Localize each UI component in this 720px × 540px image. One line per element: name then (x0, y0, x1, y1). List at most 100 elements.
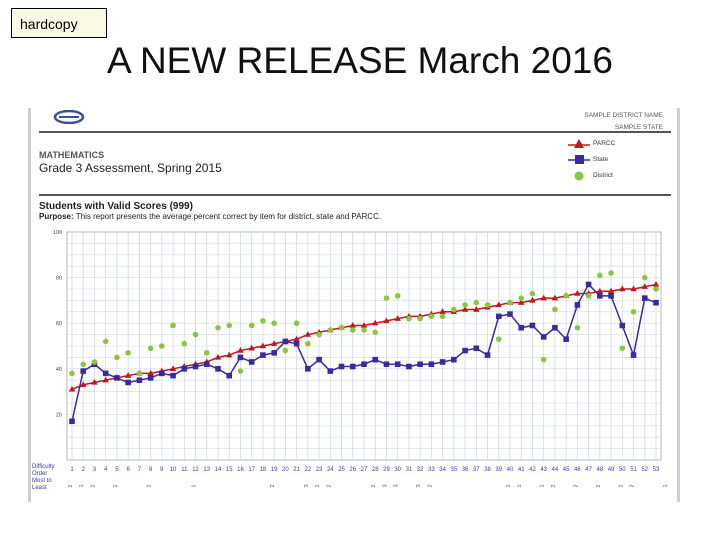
x-sublabel: 2 (573, 484, 579, 487)
purpose-label: Purpose: (39, 212, 74, 221)
data-point-parcc (652, 280, 660, 287)
x-tick-label: 28 (372, 467, 379, 473)
data-point-state (215, 366, 221, 372)
data-point-district (585, 293, 592, 299)
legend-label-district: District (593, 172, 613, 179)
data-point-parcc (259, 342, 267, 349)
data-point-state (641, 295, 648, 301)
data-point-state (181, 366, 188, 372)
slide-title: A NEW RELEASE March 2016 (107, 40, 613, 81)
legend-item-district: District (567, 170, 657, 186)
data-point-district (439, 313, 446, 320)
data-point-parcc (439, 308, 446, 314)
data-point-parcc (540, 294, 547, 301)
x-sublabel: 1 (79, 484, 85, 487)
data-point-state (552, 324, 558, 331)
x-tick-label: 27 (361, 467, 368, 473)
x-sublabel: 2 (90, 484, 96, 487)
y-tick-label: 20 (56, 412, 62, 418)
x-tick-label: 7 (138, 467, 142, 473)
axis-note-line: Order (32, 471, 48, 477)
data-point-district (462, 302, 468, 308)
data-point-district (203, 350, 210, 356)
y-tick-label: 60 (56, 321, 62, 327)
data-point-district (361, 327, 367, 333)
x-tick-label: 37 (473, 467, 480, 473)
data-point-state (136, 377, 143, 383)
data-point-parcc (518, 299, 525, 305)
data-point-district (271, 320, 277, 326)
x-sublabel: 2 (630, 484, 636, 487)
axis-note-line: Most to (32, 478, 52, 484)
data-point-district (608, 270, 614, 276)
data-point-district (316, 331, 322, 338)
x-tick-label: 19 (271, 467, 278, 473)
x-tick-label: 17 (248, 467, 255, 473)
legend-item-state: State (567, 154, 657, 170)
data-point-parcc (80, 381, 87, 387)
x-tick-label: 8 (149, 467, 153, 473)
x-tick-label: 4 (104, 467, 108, 473)
data-point-district (507, 299, 513, 306)
square-icon (568, 155, 590, 164)
legend-item-parcc: PARCC (567, 138, 657, 154)
data-point-district (102, 338, 109, 345)
x-tick-label: 40 (507, 467, 514, 473)
data-point-state (484, 352, 491, 358)
data-point-state (170, 372, 176, 379)
x-tick-label: 35 (451, 467, 458, 473)
data-point-state (203, 361, 210, 368)
data-point-parcc (473, 306, 480, 312)
x-tick-label: 23 (316, 467, 323, 473)
data-point-parcc (630, 285, 637, 292)
legend-label-state: State (593, 156, 609, 163)
data-point-district (574, 324, 581, 331)
data-point-district (630, 309, 637, 315)
x-sublabel: 1 (192, 484, 198, 487)
data-point-district (349, 327, 356, 333)
data-point-parcc (124, 372, 132, 378)
data-point-state (305, 366, 311, 372)
data-point-parcc (91, 378, 98, 385)
data-point-state (69, 418, 75, 425)
data-point-parcc (360, 321, 368, 328)
data-point-state (192, 363, 199, 370)
data-point-state (102, 370, 109, 377)
x-sublabel: 3 (416, 484, 422, 487)
y-tick-label: 100 (53, 230, 62, 236)
data-point-state (406, 363, 412, 370)
axis-note-line: Difficulty (32, 464, 55, 470)
data-point-state (507, 311, 513, 317)
data-point-district (305, 340, 311, 347)
data-point-state (619, 322, 626, 329)
x-tick-label: 34 (439, 467, 446, 473)
data-point-parcc (551, 294, 559, 301)
divider (39, 131, 671, 133)
x-tick-label: 33 (428, 467, 435, 473)
x-tick-label: 16 (237, 467, 244, 473)
data-point-state (608, 293, 614, 299)
x-tick-label: 41 (518, 467, 525, 473)
data-point-state (349, 363, 356, 370)
data-point-parcc (237, 347, 244, 353)
x-sublabel: 2 (270, 484, 276, 487)
x-tick-label: 2 (82, 467, 86, 473)
data-point-district (338, 324, 345, 331)
data-point-parcc (147, 369, 154, 376)
data-point-parcc (461, 306, 469, 312)
purpose-body: This report presents the average percent… (75, 212, 382, 221)
x-sublabel: 1 (540, 484, 546, 487)
data-point-state (394, 361, 401, 368)
data-point-state (372, 356, 379, 363)
data-point-district (372, 329, 379, 336)
data-point-district (226, 322, 233, 329)
data-point-district (428, 313, 435, 320)
data-point-state (80, 368, 87, 374)
x-sublabel: 2 (326, 484, 332, 487)
x-tick-label: 11 (181, 467, 188, 473)
data-point-district (406, 315, 412, 322)
data-point-parcc (248, 344, 255, 351)
data-point-state (226, 372, 233, 379)
data-point-district (69, 370, 75, 377)
